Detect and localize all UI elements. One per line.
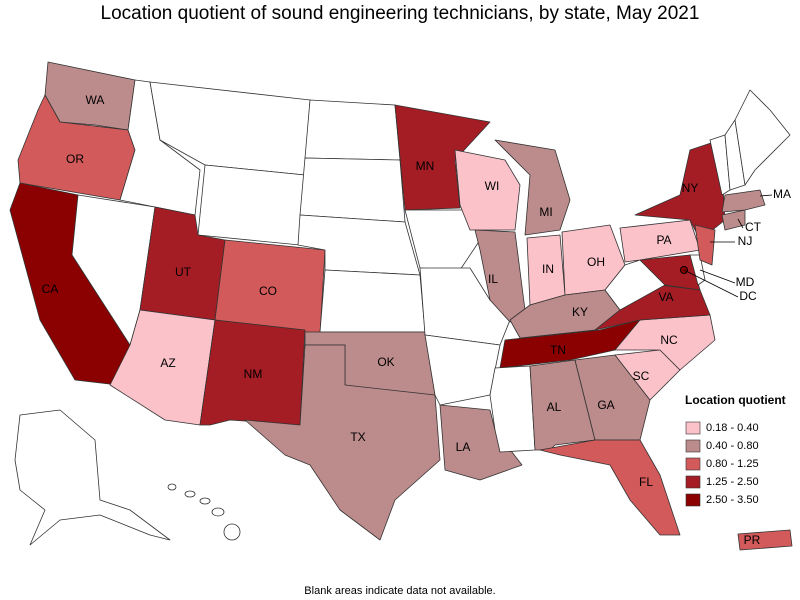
hawaii-island [211,507,225,517]
state [404,209,481,271]
state-label: AZ [160,356,175,370]
state [197,164,306,246]
leader-line [699,269,736,284]
state [199,319,306,426]
state [299,157,406,223]
state [424,334,501,406]
hawaii-island [167,483,177,491]
legend-title: Location quotient [685,393,786,407]
legend-label: 0.80 - 1.25 [706,458,759,470]
state [734,89,791,186]
state-label: UT [175,265,192,279]
hawaii-island [184,490,196,498]
state-label: SC [633,369,650,383]
state-label: NY [682,181,699,195]
state [14,409,171,546]
state-label: VA [658,290,673,304]
state-label: CT [745,220,762,234]
legend-label: 0.18 - 0.40 [706,422,759,434]
state-labels: WA OR CA AZ UT CO NM MN WI MI IL IN OH KY TN AL GA FL SC NC… [42,93,791,547]
state-label: IL [488,272,498,286]
state-label: NM [244,367,263,381]
state-label: NC [660,333,678,347]
map-title: Location quotient of sound engineering t… [101,3,700,24]
state-label: MA [773,187,791,201]
hawaii-island [223,523,241,541]
state-label: CO [259,284,277,298]
legend: 0.18 - 0.40 0.40 - 0.80 0.80 - 1.25 1.25 - … [685,421,759,507]
state-label: MI [539,205,552,219]
state-label: NJ [738,234,753,248]
state-label: OR [66,152,84,166]
state-label: MD [736,275,755,289]
states [9,61,793,551]
state-label: WA [86,93,105,107]
state-label: OK [377,355,394,369]
leader-line [683,269,739,298]
state-label: FL [639,475,653,489]
state [489,365,536,453]
footnote: Blank areas indicate data not available. [304,585,495,597]
state [737,529,793,551]
legend-swatch [685,457,701,471]
state-label: PR [744,533,761,547]
legend-label: 0.40 - 0.80 [706,440,759,452]
state [721,209,746,231]
hawaii-island [199,497,211,505]
state [304,99,401,161]
state [694,224,716,266]
state-label: MN [416,159,435,173]
state-label: WI [485,179,500,193]
leader-line [737,218,744,229]
legend-swatch [685,475,701,489]
legend-swatch [685,439,701,453]
state-label: LA [456,440,471,454]
state-label: OH [587,255,605,269]
legend-label: 2.50 - 3.50 [706,494,759,506]
state-label: KY [572,305,588,319]
state-label: TN [550,343,566,357]
state-label: GA [597,398,614,412]
state-label: IN [542,262,554,276]
state [394,104,491,211]
state [439,404,523,481]
state-label: PA [656,233,671,247]
state [539,439,681,536]
state [454,149,521,231]
state-label: TX [350,430,365,444]
legend-swatch [685,493,701,507]
state [474,229,526,323]
state-label: CA [42,282,59,296]
state [689,254,706,286]
legend-swatch [685,421,701,435]
state [721,189,766,213]
leader-line [759,194,773,197]
state [639,254,701,291]
state [244,344,441,541]
state [494,139,571,236]
state-label: AL [547,400,562,414]
legend-label: 1.25 - 2.50 [706,476,759,488]
state [319,269,426,333]
state [619,219,701,263]
state-label: DC [739,289,757,303]
